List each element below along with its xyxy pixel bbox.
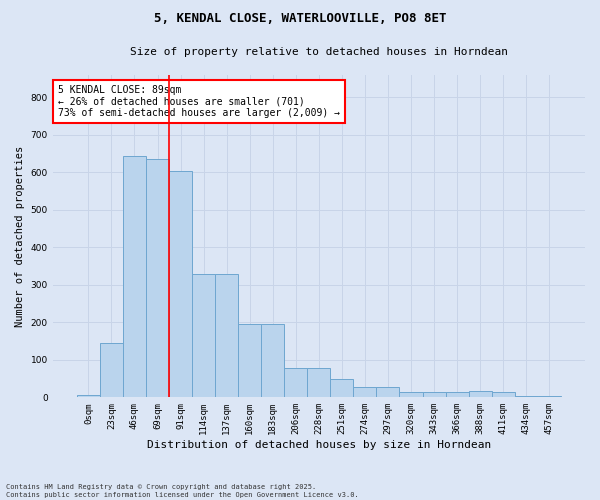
Bar (469, 391, 491, 398)
Text: Contains HM Land Registry data © Crown copyright and database right 2025.
Contai: Contains HM Land Registry data © Crown c… (6, 484, 359, 498)
Bar (192, 274, 215, 398)
Bar (376, 387, 400, 398)
Bar (100, 343, 123, 398)
Y-axis label: Number of detached properties: Number of detached properties (15, 146, 25, 327)
Bar (353, 387, 376, 398)
Bar (491, 392, 515, 398)
Bar (515, 396, 538, 398)
Bar (123, 156, 146, 398)
Bar (446, 392, 469, 398)
Bar (169, 170, 192, 398)
Bar (261, 324, 284, 398)
Bar (146, 160, 169, 398)
Bar (215, 274, 238, 398)
Title: Size of property relative to detached houses in Horndean: Size of property relative to detached ho… (130, 48, 508, 58)
Bar (422, 392, 446, 398)
Bar (307, 368, 331, 398)
Bar (400, 392, 422, 398)
X-axis label: Distribution of detached houses by size in Horndean: Distribution of detached houses by size … (147, 440, 491, 450)
Bar (538, 396, 561, 398)
Text: 5, KENDAL CLOSE, WATERLOOVILLE, PO8 8ET: 5, KENDAL CLOSE, WATERLOOVILLE, PO8 8ET (154, 12, 446, 26)
Text: 5 KENDAL CLOSE: 89sqm
← 26% of detached houses are smaller (701)
73% of semi-det: 5 KENDAL CLOSE: 89sqm ← 26% of detached … (58, 84, 340, 118)
Bar (284, 368, 307, 398)
Bar (331, 380, 353, 398)
Bar (238, 324, 261, 398)
Bar (77, 396, 100, 398)
